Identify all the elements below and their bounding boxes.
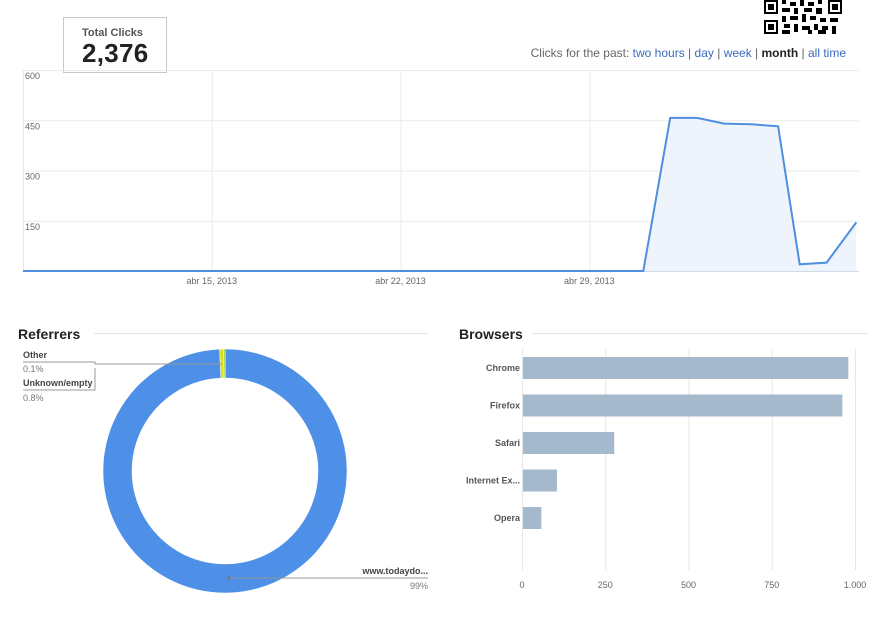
period-selector: Clicks for the past: two hours | day | w… <box>530 46 846 60</box>
referrer-pct: 0.8% <box>23 393 44 403</box>
referrers-title: Referrers <box>18 326 81 342</box>
browser-bar[interactable] <box>523 469 557 492</box>
bar-x-tick-label: 500 <box>681 580 696 590</box>
browsers-title: Browsers <box>459 326 523 342</box>
period-prefix: Clicks for the past: <box>530 46 630 60</box>
browser-bar[interactable] <box>523 432 615 454</box>
browser-label: Chrome <box>486 363 520 373</box>
browser-bar[interactable] <box>523 357 849 379</box>
bar-x-tick-label: 1.000 <box>844 580 867 590</box>
period-month-active[interactable]: month <box>761 46 799 60</box>
bar-x-tick-label: 750 <box>764 580 779 590</box>
period-two-hours-link[interactable]: two hours <box>632 46 685 60</box>
period-all-time-link[interactable]: all time <box>807 46 846 60</box>
browser-label: Opera <box>494 513 521 523</box>
referrer-leader-line <box>23 361 222 365</box>
referrer-pct: 99% <box>410 581 428 591</box>
bar-x-tick-label: 0 <box>519 580 524 590</box>
referrer-label: www.todaydo... <box>361 566 428 576</box>
qr-code-icon[interactable] <box>764 0 844 36</box>
referrer-label: Unknown/empty <box>23 378 93 388</box>
browser-label: Internet Ex... <box>466 476 520 486</box>
total-clicks-label: Total Clicks <box>82 27 143 39</box>
period-day-link[interactable]: day <box>694 46 714 60</box>
total-clicks-box: Total Clicks 2,376 <box>63 17 167 73</box>
browser-bar[interactable] <box>523 394 843 417</box>
referrer-leader-line <box>23 368 96 391</box>
referrer-pct: 0.1% <box>23 364 44 374</box>
referrer-label: Other <box>23 350 48 360</box>
referrer-slice[interactable] <box>102 348 348 594</box>
browser-label: Firefox <box>490 401 520 411</box>
browser-bar[interactable] <box>523 507 542 529</box>
referrer-leader-dot <box>227 576 231 580</box>
total-clicks-value: 2,376 <box>82 38 149 68</box>
period-week-link[interactable]: week <box>723 46 752 60</box>
bar-x-tick-label: 250 <box>598 580 613 590</box>
browser-label: Safari <box>495 438 520 448</box>
